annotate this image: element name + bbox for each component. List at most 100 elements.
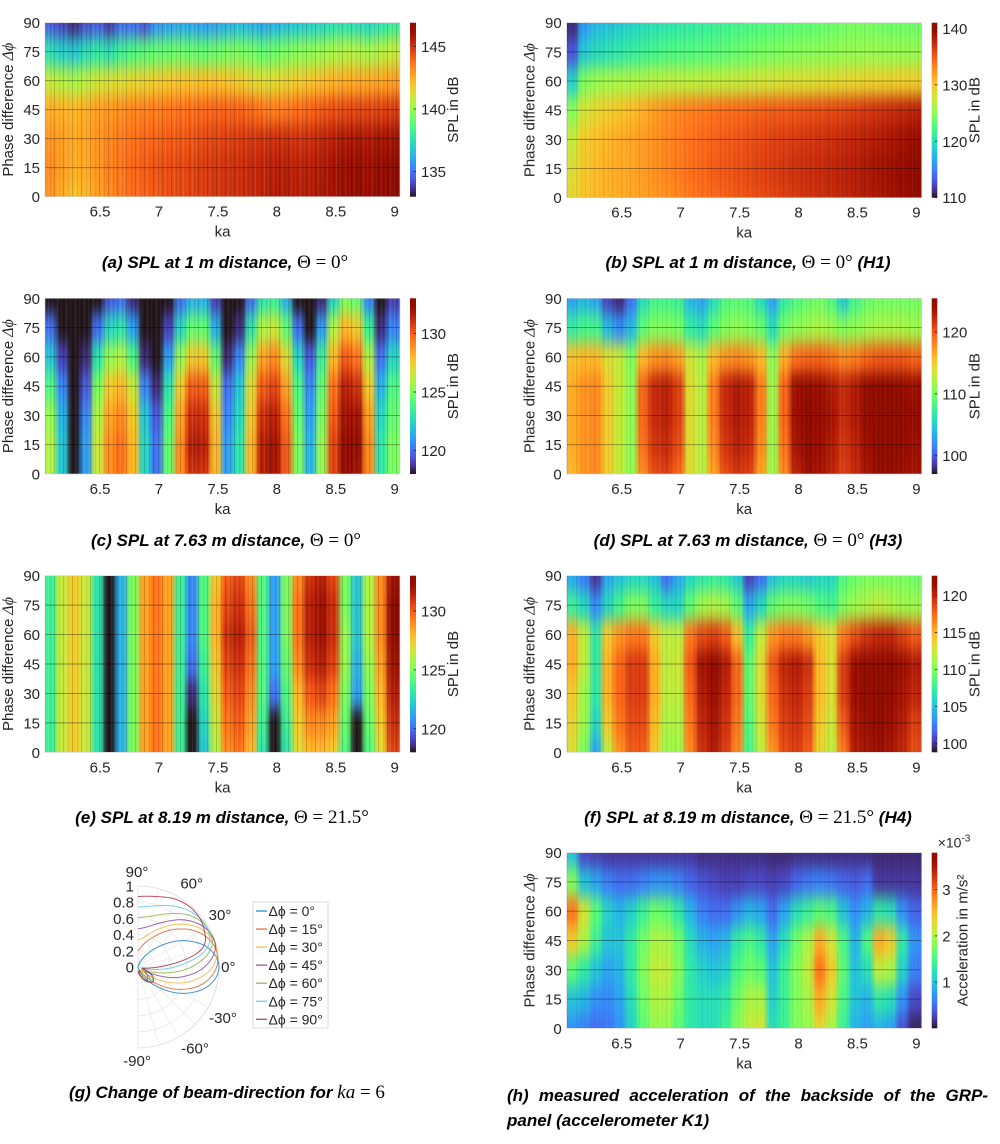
x-tick-label: 7 xyxy=(676,481,684,498)
colorbar-tick-label: 135 xyxy=(421,164,446,181)
x-tick-label: 6.5 xyxy=(611,1035,632,1052)
y-tick-label: 60 xyxy=(545,904,562,921)
y-tick-label: 75 xyxy=(545,874,562,891)
y-tick-label: 75 xyxy=(545,598,562,615)
caption-f: (f) SPL at 8.19 m distance, Θ = 21.5° (H… xyxy=(538,807,958,829)
x-tick-label: 7 xyxy=(155,759,163,776)
caption-label: (b) SPL at 1 m distance, xyxy=(605,253,797,272)
x-tick-label: 8.5 xyxy=(847,1035,868,1052)
y-tick-label: 45 xyxy=(23,379,40,396)
polar-spoke xyxy=(137,926,209,968)
y-axis-label-text: Phase difference xyxy=(522,341,539,453)
y-axis-label-text: Phase difference xyxy=(0,341,17,453)
colorbar xyxy=(931,852,938,1029)
y-axis-label: Phase difference Δϕ xyxy=(522,874,539,1008)
y-tick-label: 60 xyxy=(545,627,562,644)
x-tick-label: 7.5 xyxy=(729,481,750,498)
r-tick-label: 1 xyxy=(126,879,134,896)
heatmap-chart-c: 0 15 30 45 60 75 90 6.5 7 7.5 8 8.5 9 ka Phase differe… xyxy=(0,291,462,518)
caption-label: (h) measured acceleration of the backsid… xyxy=(507,1086,988,1130)
x-axis-label: ka xyxy=(736,1055,753,1072)
x-axis-label: ka xyxy=(736,225,753,242)
colorbar-tick-label: 100 xyxy=(942,736,967,753)
colorbar-tick-label: 130 xyxy=(421,326,446,343)
y-axis-label: Phase difference Δϕ xyxy=(522,597,539,731)
colorbar-tick-label: 120 xyxy=(421,721,446,738)
y-axis-label: Phase difference Δϕ xyxy=(0,597,17,731)
caption-label: (c) SPL at 7.63 m distance, xyxy=(91,531,306,550)
colorbar-exponent-base: ×10 xyxy=(938,835,962,851)
y-tick-label: 60 xyxy=(23,627,40,644)
axes-frame xyxy=(566,297,923,475)
caption-math: Θ = 0° xyxy=(297,252,349,273)
x-tick-label: 7 xyxy=(676,759,684,776)
colorbar-tick-label: 100 xyxy=(942,448,967,465)
x-tick-label: 6.5 xyxy=(90,204,111,221)
r-tick-label: 0.8 xyxy=(113,895,134,912)
x-tick-label: 7 xyxy=(155,481,163,498)
x-tick-label: 9 xyxy=(912,481,920,498)
caption-math: Θ = 0° xyxy=(801,252,853,273)
y-tick-label: 90 xyxy=(545,15,562,32)
colorbar xyxy=(931,22,938,198)
y-tick-label: 45 xyxy=(23,657,40,674)
y-axis-label-symbol: Δϕ xyxy=(0,319,17,338)
x-tick-label: 8.5 xyxy=(325,759,346,776)
caption-label: (g) Change of beam-direction for xyxy=(69,1083,333,1102)
y-tick-label: 90 xyxy=(23,15,40,32)
x-tick-label: 9 xyxy=(391,481,399,498)
y-axis-label-symbol: Δϕ xyxy=(0,597,17,616)
colorbar-tick-label: 120 xyxy=(421,443,446,460)
caption-a: (a) SPL at 1 m distance, Θ = 0° xyxy=(15,252,435,274)
y-tick-label: 90 xyxy=(545,568,562,585)
x-axis-label: ka xyxy=(215,779,232,796)
x-tick-label: 8 xyxy=(273,481,281,498)
caption-suffix: (H4) xyxy=(878,808,912,827)
y-tick-label: 30 xyxy=(23,686,40,703)
y-tick-label: 30 xyxy=(545,962,562,979)
x-tick-label: 9 xyxy=(912,759,920,776)
x-tick-label: 8.5 xyxy=(847,205,868,222)
caption-label: (d) SPL at 7.63 m distance, xyxy=(593,531,809,550)
polar-legend: Δϕ = 0° Δϕ = 15° Δϕ = 30° Δϕ = 45° Δϕ = 60° Δ… xyxy=(252,901,329,1029)
y-axis-label-text: Phase difference xyxy=(0,619,17,731)
colorbar-label: SPL in dB xyxy=(966,353,983,419)
colorbar-tick-label: 120 xyxy=(942,588,967,605)
y-axis-label: Phase difference Δϕ xyxy=(0,43,17,177)
axes-frame xyxy=(566,575,923,753)
x-tick-label: 7.5 xyxy=(207,759,228,776)
colorbar-tick-label: 120 xyxy=(942,325,967,342)
axes-frame xyxy=(44,575,401,753)
y-tick-label: 30 xyxy=(545,408,562,425)
y-tick-label: 75 xyxy=(23,44,40,61)
legend-entry: Δϕ = 30° xyxy=(256,939,323,955)
y-tick-label: 0 xyxy=(553,190,561,207)
caption-label: (f) SPL at 8.19 m distance, xyxy=(584,808,795,827)
measurement-texture xyxy=(566,298,922,474)
colorbar-tick-label: 110 xyxy=(942,190,966,207)
x-tick-label: 6.5 xyxy=(90,759,111,776)
x-tick-label: 8.5 xyxy=(325,481,346,498)
y-tick-label: 45 xyxy=(545,103,562,120)
colorbar-tick-label: 125 xyxy=(421,662,446,679)
y-axis-label-text: Phase difference xyxy=(0,64,17,176)
y-axis-label-symbol: Δϕ xyxy=(522,43,539,62)
y-tick-label: 0 xyxy=(32,467,40,484)
theta-tick-label: -90° xyxy=(123,1053,151,1070)
measurement-texture xyxy=(566,22,922,198)
x-tick-label: 8 xyxy=(273,204,281,221)
caption-c: (c) SPL at 7.63 m distance, Θ = 0° xyxy=(16,530,436,552)
caption-math: = 6 xyxy=(355,1082,385,1103)
theta-tick-label: 30° xyxy=(209,907,232,924)
caption-g: (g) Change of beam-direction for ka = 6 xyxy=(17,1082,437,1104)
heatmap-plot-area xyxy=(45,298,400,474)
colorbar-tick-label: 115 xyxy=(942,625,966,642)
caption-label: (a) SPL at 1 m distance, xyxy=(101,253,293,272)
y-tick-label: 75 xyxy=(23,320,40,337)
legend-entry: Δϕ = 90° xyxy=(256,1011,323,1027)
colorbar-label: SPL in dB xyxy=(445,77,462,143)
y-tick-label: 45 xyxy=(545,379,562,396)
x-tick-label: 7.5 xyxy=(207,204,228,221)
x-tick-label: 8.5 xyxy=(847,759,868,776)
y-tick-label: 45 xyxy=(545,933,562,950)
